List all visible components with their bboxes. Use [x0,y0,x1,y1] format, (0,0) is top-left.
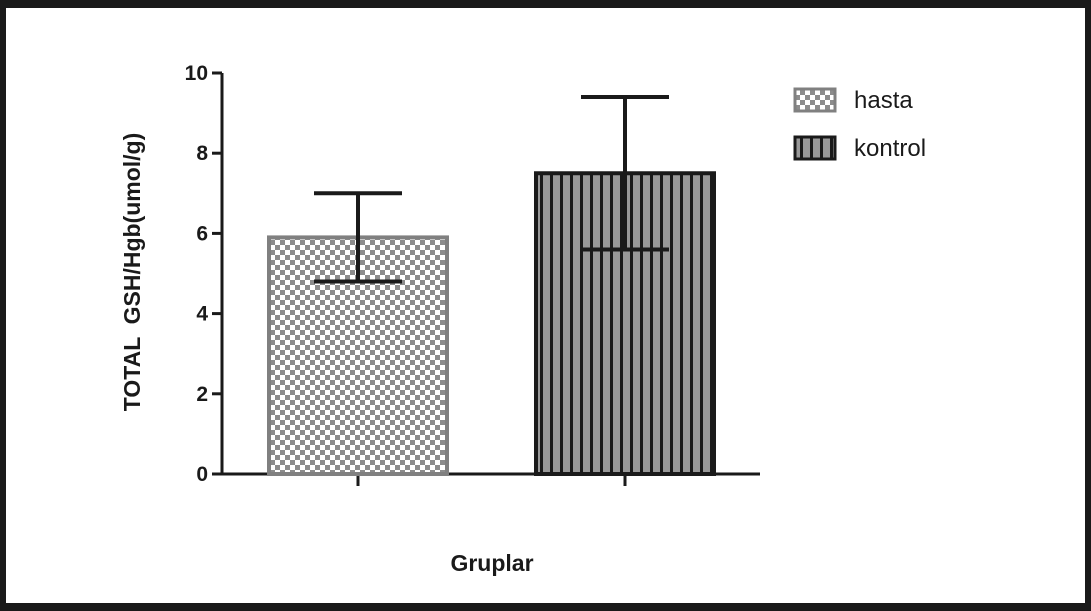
y-tick-label: 8 [196,142,208,165]
legend-swatch-kontrol [793,135,837,161]
error-bar-kontrol [581,95,669,252]
y-tick-label: 0 [196,463,208,486]
y-tick-label: 10 [185,62,208,85]
y-tick-label: 2 [196,383,208,406]
y-tick-label: 6 [196,222,208,245]
legend: hasta kontrol [793,87,926,162]
bar-kontrol [534,171,716,476]
legend-label-kontrol: kontrol [854,135,926,162]
legend-label-hasta: hasta [854,87,913,114]
bars [267,171,716,476]
y-tick-label: 4 [196,303,208,326]
legend-swatch-hasta [793,87,837,113]
error-bars [314,95,669,284]
error-bar-hasta [314,191,402,284]
y-axis-title: TOTAL GSH/Hgb(umol/g) [119,133,145,412]
x-axis-title: Gruplar [450,550,533,576]
y-ticks: 0 2 4 6 8 10 [185,62,222,486]
